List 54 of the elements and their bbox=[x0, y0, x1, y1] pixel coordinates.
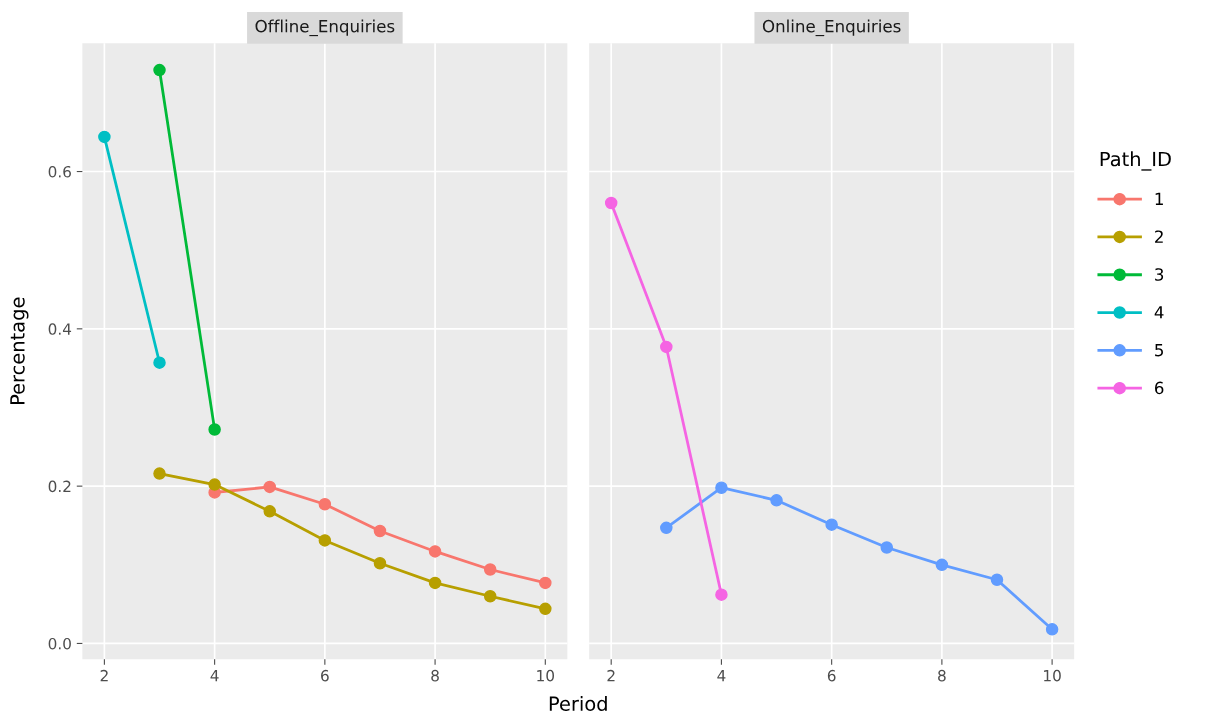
point bbox=[318, 534, 332, 547]
point bbox=[660, 340, 673, 354]
legend-label: 4 bbox=[1154, 306, 1164, 319]
chart-title: Offline_Enquiries bbox=[255, 19, 395, 37]
point bbox=[373, 556, 387, 570]
point bbox=[715, 481, 728, 494]
point bbox=[825, 518, 838, 531]
y-tick-label: 0.6 bbox=[48, 165, 71, 178]
x-tick-label: 2 bbox=[607, 669, 615, 682]
x-tick-label: 2 bbox=[100, 669, 108, 682]
point bbox=[153, 467, 166, 480]
point bbox=[935, 558, 949, 572]
y-tick-label: 0.0 bbox=[48, 637, 71, 650]
x-tick-label: 10 bbox=[1044, 669, 1061, 682]
point bbox=[539, 576, 552, 590]
x-tick-label: 8 bbox=[431, 669, 439, 682]
legend-label: 3 bbox=[1155, 268, 1164, 281]
point bbox=[880, 541, 894, 554]
x-tick-label: 4 bbox=[210, 670, 219, 682]
legend-label: 5 bbox=[1155, 344, 1163, 357]
point bbox=[483, 590, 497, 603]
y-axis-title: Percentage bbox=[10, 297, 29, 405]
point bbox=[373, 524, 387, 538]
x-tick-label: 6 bbox=[827, 669, 836, 682]
point bbox=[98, 130, 111, 144]
point bbox=[1045, 623, 1059, 636]
point bbox=[263, 480, 276, 494]
x-tick-label: 6 bbox=[321, 669, 329, 682]
point bbox=[715, 588, 728, 601]
point bbox=[153, 356, 166, 369]
point bbox=[208, 423, 221, 436]
point bbox=[153, 63, 166, 77]
legend-label: 2 bbox=[1155, 230, 1163, 243]
x-axis-title: Period bbox=[549, 695, 607, 712]
point bbox=[318, 497, 332, 511]
legend-label: 6 bbox=[1155, 381, 1164, 395]
point bbox=[208, 478, 221, 491]
point bbox=[770, 494, 783, 507]
legend-label: 1 bbox=[1155, 192, 1163, 205]
point bbox=[263, 505, 276, 518]
point bbox=[483, 563, 497, 576]
y-tick-label: 0.4 bbox=[48, 323, 72, 335]
x-tick-label: 8 bbox=[938, 669, 946, 682]
x-tick-label: 4 bbox=[717, 670, 726, 682]
point bbox=[428, 545, 442, 558]
point bbox=[660, 521, 673, 535]
point bbox=[539, 602, 552, 616]
x-tick-label: 10 bbox=[537, 669, 555, 682]
legend-title: Path_ID bbox=[1100, 151, 1171, 171]
point bbox=[428, 576, 442, 590]
chart-title: Online_Enquiries bbox=[762, 19, 901, 37]
y-tick-label: 0.2 bbox=[48, 480, 71, 493]
point bbox=[604, 196, 618, 210]
point bbox=[990, 573, 1004, 586]
